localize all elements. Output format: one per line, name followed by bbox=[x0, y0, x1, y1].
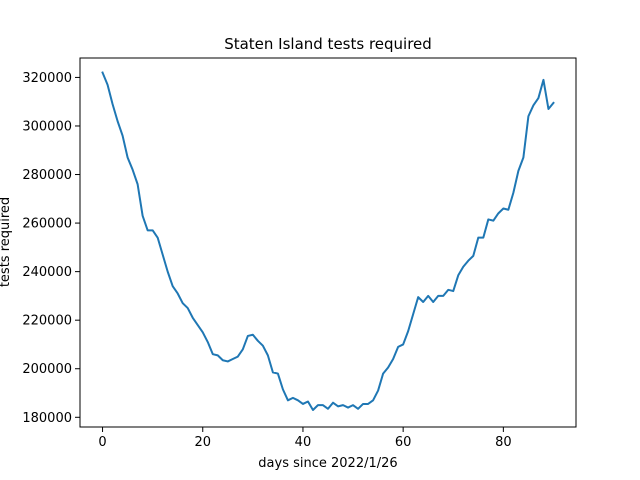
y-tick-label: 300000 bbox=[22, 119, 72, 134]
plot-area bbox=[79, 57, 577, 428]
x-tick-label: 20 bbox=[194, 435, 211, 450]
x-tick-label: 60 bbox=[395, 435, 412, 450]
x-axis-label: days since 2022/1/26 bbox=[258, 456, 397, 471]
y-tick-label: 180000 bbox=[22, 411, 72, 426]
y-tick-label: 200000 bbox=[22, 362, 72, 377]
x-tick-label: 40 bbox=[295, 435, 312, 450]
y-tick-label: 280000 bbox=[22, 168, 72, 183]
y-tick-label: 220000 bbox=[22, 314, 72, 329]
y-axis-label: tests required bbox=[0, 197, 13, 287]
x-tick-label: 80 bbox=[495, 435, 512, 450]
y-tick-label: 240000 bbox=[22, 265, 72, 280]
x-axis-ticks: 0 20 40 60 80 bbox=[98, 427, 512, 450]
chart-title: Staten Island tests required bbox=[224, 35, 432, 53]
y-axis-ticks: 180000 200000 220000 240000 260000 280000 3000… bbox=[22, 71, 80, 426]
y-tick-label: 260000 bbox=[22, 217, 72, 232]
x-tick-label: 0 bbox=[98, 435, 106, 450]
series-line bbox=[101, 71, 555, 412]
y-tick-label: 320000 bbox=[22, 71, 72, 86]
